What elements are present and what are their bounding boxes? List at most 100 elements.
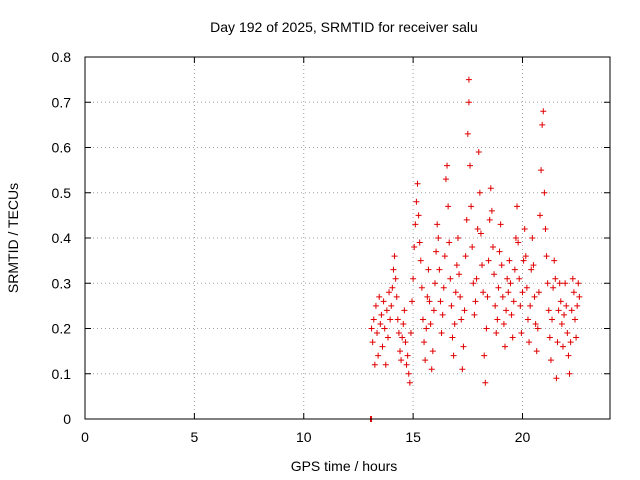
data-point — [563, 302, 570, 309]
data-point — [423, 325, 430, 332]
data-point — [454, 235, 461, 241]
data-point — [442, 176, 449, 183]
data-point — [524, 316, 531, 323]
data-point — [493, 330, 500, 337]
data-point — [535, 289, 542, 296]
data-point — [552, 275, 559, 282]
data-point — [527, 302, 534, 309]
data-point — [427, 320, 434, 327]
data-point — [518, 330, 525, 337]
data-point — [475, 149, 482, 156]
data-point — [553, 375, 560, 382]
data-point — [472, 298, 479, 305]
data-point — [515, 239, 522, 246]
data-point — [450, 352, 457, 359]
data-point — [514, 203, 521, 210]
data-point — [486, 216, 493, 223]
data-point — [531, 293, 538, 300]
data-point — [401, 307, 408, 314]
data-point — [467, 162, 473, 169]
data-point — [381, 325, 388, 332]
data-point — [398, 357, 405, 364]
data-point — [416, 239, 423, 246]
data-point — [498, 262, 505, 269]
data-point — [512, 235, 519, 241]
data-point — [369, 339, 376, 346]
data-point — [406, 379, 413, 386]
data-point — [448, 302, 455, 309]
x-tick-label: 15 — [405, 429, 421, 445]
data-point — [539, 121, 546, 128]
data-point — [494, 316, 501, 323]
data-point — [445, 203, 452, 210]
data-point — [546, 334, 553, 341]
data-point — [489, 244, 496, 251]
data-point — [530, 262, 537, 269]
data-point — [432, 280, 438, 287]
data-point — [533, 348, 540, 355]
data-point — [477, 230, 484, 237]
data-point — [504, 275, 511, 282]
data-point — [375, 352, 382, 359]
data-point — [491, 271, 498, 278]
y-axis-label: SRMTID / TECUs — [5, 183, 21, 293]
y-tick-label: 0 — [63, 411, 71, 427]
data-point — [470, 280, 477, 287]
data-point — [449, 334, 456, 341]
data-point — [371, 361, 378, 368]
data-point — [547, 357, 554, 364]
y-tick-label: 0.4 — [52, 230, 72, 246]
data-point — [545, 307, 552, 314]
data-point — [424, 293, 431, 300]
data-point — [418, 284, 425, 291]
data-point — [453, 262, 460, 269]
data-point — [534, 325, 541, 332]
data-point — [376, 293, 383, 300]
data-point — [523, 284, 530, 291]
data-point — [378, 311, 385, 318]
data-point — [572, 316, 578, 323]
data-point — [502, 343, 508, 350]
y-tick-label: 0.8 — [52, 49, 72, 65]
data-point — [487, 185, 494, 192]
data-point — [476, 189, 483, 196]
data-point — [370, 316, 377, 323]
data-point — [434, 221, 441, 228]
data-point — [404, 352, 411, 359]
data-point — [452, 289, 459, 296]
data-point — [446, 239, 453, 246]
data-point — [488, 207, 495, 214]
data-point — [509, 334, 516, 341]
data-point — [421, 339, 428, 346]
data-point — [451, 320, 458, 327]
data-point — [507, 280, 514, 287]
data-point — [568, 307, 575, 314]
data-point — [397, 348, 403, 355]
data-point — [459, 366, 466, 373]
data-point — [522, 253, 529, 260]
data-point — [384, 334, 391, 341]
data-point — [471, 311, 478, 318]
data-point — [464, 130, 471, 137]
data-point — [576, 293, 583, 300]
data-point — [409, 298, 416, 305]
data-point — [555, 307, 562, 314]
x-tick-label: 0 — [81, 429, 89, 445]
data-point — [480, 289, 487, 296]
data-point — [483, 325, 490, 332]
data-point — [544, 280, 551, 287]
data-point — [542, 225, 549, 232]
data-point — [438, 330, 445, 337]
data-point — [551, 257, 558, 264]
data-point — [417, 257, 424, 264]
chart-title: Day 192 of 2025, SRMTID for receiver sal… — [210, 19, 478, 35]
data-point — [469, 244, 476, 251]
data-point — [393, 293, 400, 300]
data-point — [383, 307, 390, 314]
data-point — [550, 284, 557, 291]
data-point — [566, 370, 573, 377]
data-point — [549, 316, 556, 323]
data-point — [543, 253, 550, 260]
data-point — [558, 320, 565, 327]
